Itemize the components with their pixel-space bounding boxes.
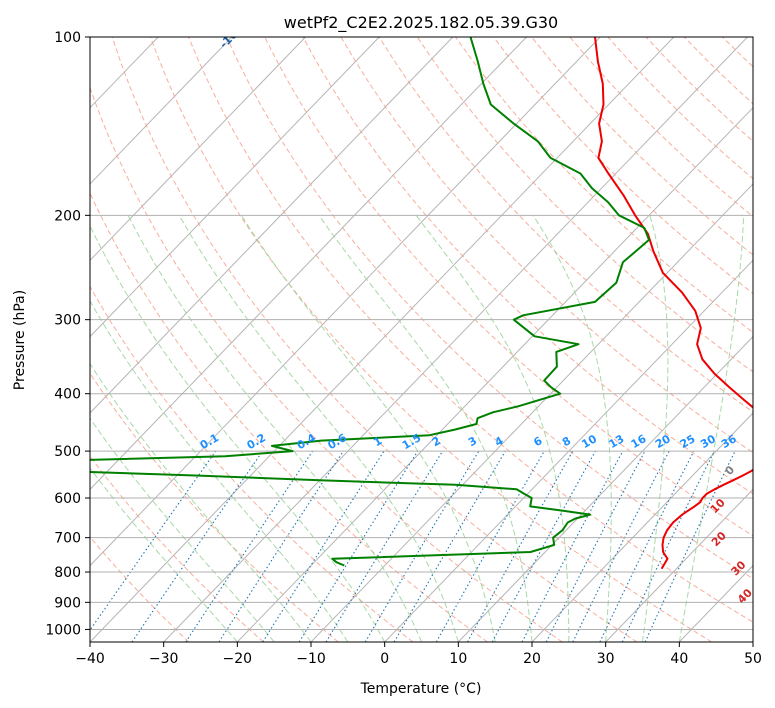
isotherm-line [752,641,753,642]
mixing-ratio-line [325,450,444,642]
axis-ticks: −40 −30 −20 −10 0 10 20 30 40 50 100 200 300 400 500 60… [45,30,762,667]
isotherm-line [531,412,753,642]
pressure-gridlines [90,37,753,630]
isotherm-line [163,37,748,642]
moist-adiabat-line [415,214,570,642]
moist-adiabat-line [90,224,386,642]
x-axis-title: Temperature (°C) [360,681,482,697]
y-tick-label: 200 [54,208,81,224]
x-tick-label: 20 [523,651,541,667]
moist-adiabat-line [90,299,349,642]
moist-adiabat-line [178,215,459,642]
profile-series [90,37,753,570]
y-tick-label: 600 [54,491,81,507]
x-tick-label: 40 [670,651,688,667]
mixing-ratio-line [131,450,264,642]
isotherm-label: -90 [338,0,361,2]
dry-adiabat-line [90,191,488,642]
y-tick-label: 700 [54,531,81,547]
isotherm-line [457,335,753,642]
isotherm-line [90,37,380,338]
x-tick-label: 50 [744,651,762,667]
mixing-ratio-line [185,450,314,642]
x-tick-label: 0 [380,651,389,667]
temperature-line [594,37,753,570]
isotherm-line [90,37,306,262]
dry-adiabat-line [188,37,753,623]
chart-title: wetPf2_C2E2.2025.182.05.39.G30 [284,13,558,33]
dry-adiabat-line [90,86,563,642]
dry-adiabat-line [149,37,712,642]
dry-adiabat-line [340,37,753,454]
moist-adiabat-line [678,215,745,642]
dry-adiabat-line [90,536,190,642]
moist-adiabat-line [318,215,533,642]
isotherm-line [90,37,601,567]
isotherm-line [90,37,527,491]
y-tick-label: 900 [54,595,81,611]
isotherm-line [90,37,454,414]
plot-area [90,37,753,642]
plot-frame [89,36,754,643]
isotherm-line [605,488,753,642]
mixing-ratio-line [491,450,596,642]
dry-adiabat-line [760,37,775,642]
mixing-ratio-line [262,450,385,642]
x-tick-label: −10 [296,651,326,667]
isotherm-line [90,37,233,185]
y-tick-label: 400 [54,387,81,403]
mixing-ratio-line [218,450,344,642]
isotherm-line [90,37,675,642]
mixing-ratio-line [90,450,217,632]
dry-adiabat-line [111,37,638,642]
y-tick-label: 300 [54,313,81,329]
background-lines [90,37,775,642]
mixing-ratio-line [599,450,695,642]
moist-adiabat-line [90,362,312,642]
isotherm-line [236,106,753,642]
y-tick-label: 500 [54,444,81,460]
dry-adiabat-line [226,37,753,580]
dry-adiabat-line [416,37,753,373]
moist-adiabat-line [532,215,612,642]
x-tick-label: −20 [223,651,253,667]
dry-adiabat-line [264,37,753,537]
y-tick-label: 800 [54,565,81,581]
x-tick-label: 30 [597,651,615,667]
mixing-ratio-line [435,450,545,642]
moist-adiabat-line [127,215,422,642]
x-tick-label: −40 [75,651,105,667]
y-tick-label: 100 [54,30,81,46]
x-tick-label: 10 [449,651,467,667]
moist-adiabat-line [90,467,238,642]
y-tick-label: 1000 [45,622,81,638]
x-tick-label: −30 [149,651,179,667]
isotherm-line [384,259,753,642]
dry-adiabat-line [90,372,339,642]
dry-adiabat-line [90,285,414,642]
mixing-ratio-line [467,450,574,642]
dry-adiabat-line [454,37,753,334]
dewpoint-line [90,37,650,567]
moist-adiabat-line [240,215,496,642]
moist-adiabat-line [642,215,669,642]
y-axis-title: Pressure (hPa) [12,290,28,390]
mixing-ratio-line [572,450,670,642]
